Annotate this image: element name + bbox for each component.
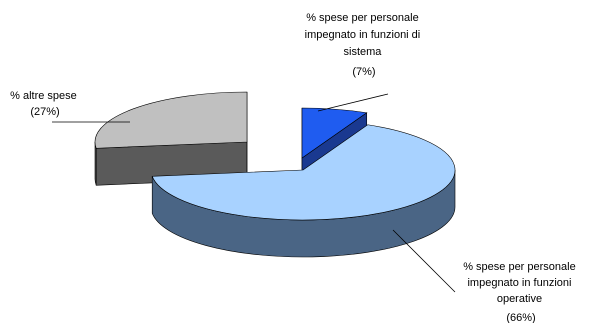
leader-line-sistema [317,93,389,112]
pie-slice [94,91,248,186]
slice-label-line: impegnato in funzioni di [305,29,421,41]
slice-label-line: % altre spese [10,90,77,102]
pie-slice [151,124,456,258]
slice-label-line: % spese per personale [306,12,419,24]
pie-slice-top [94,91,248,149]
pie-slice-top [151,124,456,221]
leader-line-operative [392,229,456,293]
slice-label-sistema: % spese per personale impegnato in funzi… [305,12,424,78]
pie-slice-top [301,107,368,159]
slice-label-operative: % spese per personale impegnato in funzi… [463,261,579,323]
slice-label-line: operative [497,293,542,305]
slice-label-line: (27%) [30,106,59,118]
slice-label-line: % spese per personale [463,261,576,273]
slice-label-altre: % altre spese (27%) [10,90,80,118]
pie-slices [94,91,456,258]
slice-label-line: (7%) [352,66,375,78]
slice-label-line: sistema [344,46,383,58]
slice-label-line: (66%) [506,312,535,323]
slice-label-line: impegnato in funzioni [467,277,571,289]
